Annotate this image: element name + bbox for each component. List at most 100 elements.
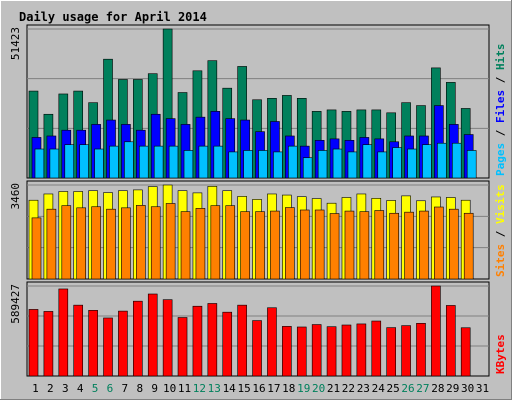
legend-part: / — [494, 224, 507, 244]
bar-sites-day-30 — [463, 212, 474, 280]
bar-kbytes-day-1 — [28, 309, 39, 377]
legend-part: Files — [494, 90, 507, 123]
x-tick-label: 4 — [77, 382, 84, 395]
bar-kbytes-day-23 — [356, 323, 367, 377]
bar-sites-day-16 — [255, 211, 265, 280]
bar-sites-day-29 — [448, 208, 459, 280]
x-tick-label: 1 — [32, 382, 39, 395]
bar-sites-day-12 — [195, 208, 206, 280]
bar-sites-day-19 — [299, 209, 310, 280]
bar-pages-day-29 — [451, 142, 462, 179]
x-tick-label: 19 — [297, 382, 310, 395]
bar-kbytes-day-16 — [252, 320, 262, 377]
x-tick-label: 31 — [476, 382, 489, 395]
x-tick-label: 25 — [387, 382, 400, 395]
x-tick-label: 26 — [401, 382, 414, 395]
bar-pages-day-26 — [407, 148, 417, 179]
bar-sites-day-17 — [270, 210, 280, 280]
bar-kbytes-day-3 — [58, 288, 69, 377]
bar-sites-day-28 — [434, 206, 444, 280]
legend-part: / — [494, 70, 507, 90]
bar-sites-day-26 — [404, 211, 414, 280]
bar-sites-day-11 — [180, 211, 191, 280]
bar-kbytes-day-22 — [341, 324, 352, 377]
bar-pages-day-3 — [64, 144, 75, 179]
x-tick-label: 27 — [416, 382, 429, 395]
bar-pages-day-23 — [362, 144, 373, 179]
bar-kbytes-day-18 — [282, 326, 292, 377]
x-tick-label: 30 — [461, 382, 474, 395]
bar-kbytes-day-29 — [445, 305, 456, 377]
legend-part: Hits — [494, 44, 507, 71]
x-tick-label: 14 — [223, 382, 237, 395]
bar-sites-day-18 — [285, 207, 295, 280]
bar-sites-day-9 — [150, 206, 161, 280]
bar-pages-day-5 — [94, 148, 104, 179]
bar-pages-day-17 — [273, 151, 283, 179]
bar-sites-day-15 — [240, 211, 250, 280]
bar-pages-day-25 — [392, 147, 402, 179]
bar-pages-day-7 — [124, 141, 134, 179]
bar-kbytes-day-13 — [207, 303, 218, 377]
y-max-label: 51423 — [9, 27, 22, 60]
x-tick-label: 21 — [327, 382, 340, 395]
bar-pages-day-12 — [198, 145, 209, 179]
bar-kbytes-day-25 — [386, 327, 396, 377]
x-tick-label: 23 — [357, 382, 370, 395]
bar-sites-day-24 — [374, 210, 385, 280]
bar-pages-day-28 — [437, 142, 447, 179]
bar-kbytes-day-9 — [147, 293, 158, 377]
bar-sites-day-6 — [106, 208, 116, 280]
chart-title: Daily usage for April 2014 — [19, 10, 207, 24]
bar-kbytes-day-17 — [267, 307, 277, 377]
chart-panels: 51423 Pages / Files / Hits 3460 Sites / Vis… — [9, 24, 507, 377]
bar-pages-day-22 — [347, 151, 358, 179]
bar-pages-day-13 — [213, 145, 224, 179]
bar-kbytes-day-4 — [73, 304, 84, 377]
bar-sites-day-1 — [31, 217, 42, 280]
bar-pages-day-4 — [79, 144, 90, 179]
x-tick-label: 9 — [151, 382, 158, 395]
bar-pages-day-9 — [153, 145, 164, 179]
bar-sites-day-23 — [359, 211, 370, 280]
panel-visits-sites: 3460 Sites / Visits — [9, 180, 507, 280]
legend-part: / — [494, 123, 507, 143]
bar-kbytes-day-5 — [88, 310, 98, 377]
x-tick-label: 16 — [252, 382, 265, 395]
panel-legend: Sites / Visits — [494, 184, 507, 277]
x-tick-label: 8 — [136, 382, 143, 395]
bar-kbytes-day-19 — [296, 326, 307, 377]
bar-pages-day-18 — [288, 145, 298, 179]
x-tick-label: 20 — [312, 382, 325, 395]
x-tick-label: 15 — [237, 382, 250, 395]
x-tick-label: 2 — [47, 382, 54, 395]
bar-pages-day-2 — [49, 148, 60, 179]
bar-kbytes-day-21 — [326, 326, 337, 377]
bar-kbytes-day-24 — [371, 320, 382, 377]
panel-legend: Pages / Files / Hits — [494, 44, 507, 177]
bar-sites-day-7 — [121, 207, 131, 280]
bar-sites-day-13 — [210, 205, 221, 280]
x-tick-label: 10 — [163, 382, 176, 395]
bar-sites-day-25 — [389, 212, 399, 280]
panel-kbytes: 589427 KBytes — [9, 281, 507, 377]
bar-pages-day-14 — [228, 151, 239, 179]
bar-kbytes-day-14 — [222, 311, 233, 377]
x-tick-label: 7 — [122, 382, 129, 395]
bar-kbytes-day-27 — [416, 323, 426, 377]
x-tick-label: 28 — [431, 382, 444, 395]
bar-kbytes-day-15 — [237, 304, 247, 377]
bar-pages-day-16 — [258, 150, 268, 179]
bar-sites-day-5 — [91, 206, 101, 280]
bar-sites-day-10 — [165, 203, 176, 280]
bar-kbytes-day-28 — [431, 285, 441, 377]
x-tick-label: 17 — [267, 382, 280, 395]
bar-kbytes-day-8 — [133, 300, 143, 377]
bar-pages-day-10 — [168, 145, 179, 179]
x-tick-label: 12 — [193, 382, 206, 395]
bar-pages-day-8 — [139, 145, 149, 179]
bar-kbytes-day-7 — [118, 310, 128, 377]
legend-part: Sites — [494, 244, 507, 277]
